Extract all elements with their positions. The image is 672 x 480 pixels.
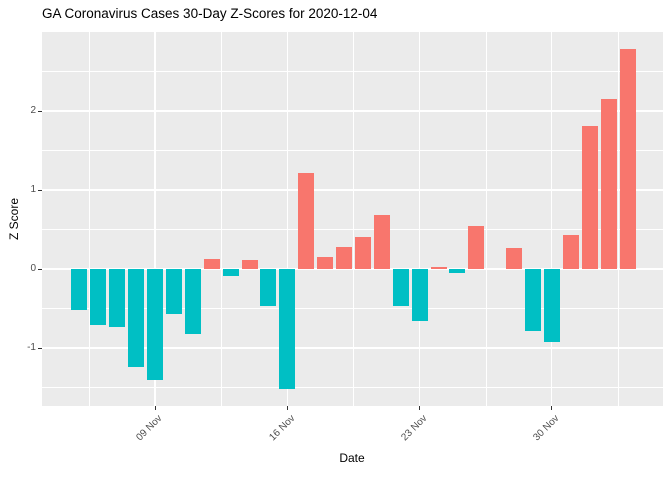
major-gridline-y [42, 110, 663, 112]
minor-gridline-x [353, 32, 354, 406]
bar-2020-12-01 [562, 235, 579, 269]
x-tick-label: 23 Nov [399, 413, 430, 444]
bar-2020-11-18 [317, 257, 334, 269]
major-gridline-x [154, 32, 156, 406]
bar-2020-11-21 [373, 215, 390, 269]
y-axis-title: Z Score [7, 197, 21, 241]
minor-gridline-x [485, 32, 487, 406]
y-tick-label: 1 [30, 184, 36, 195]
bar-2020-12-03 [600, 99, 617, 269]
minor-gridline-y [42, 71, 663, 72]
bar-2020-11-15 [260, 269, 277, 307]
bar-2020-11-16 [279, 269, 296, 390]
bar-2020-11-25 [449, 269, 466, 273]
bar-2020-11-08 [128, 269, 145, 367]
bar-2020-11-05 [71, 269, 88, 311]
bar-2020-11-10 [165, 269, 182, 315]
x-tick-label: 30 Nov [531, 413, 562, 444]
major-gridline-x [419, 32, 421, 406]
bar-2020-11-24 [430, 266, 447, 269]
bar-2020-11-29 [525, 269, 541, 332]
bar-2020-11-12 [203, 258, 220, 269]
bar-2020-11-14 [241, 259, 258, 269]
minor-gridline-x [617, 32, 619, 406]
bar-2020-11-17 [298, 173, 315, 269]
y-tick-label: 0 [30, 263, 36, 274]
x-tick-label: 16 Nov [266, 413, 298, 444]
y-tick-mark [38, 110, 42, 112]
major-gridline-x [286, 32, 288, 406]
bar-2020-12-04 [619, 49, 636, 269]
bar-2020-11-13 [222, 269, 239, 277]
x-tick-mark [419, 406, 421, 410]
chart-title: GA Coronavirus Cases 30-Day Z-Scores for… [42, 6, 378, 21]
x-tick-mark [551, 406, 553, 410]
bar-2020-11-22 [392, 269, 409, 307]
x-axis-title: Date [339, 451, 365, 465]
major-gridline-y [42, 347, 663, 349]
plot-panel [42, 32, 663, 406]
major-gridline-x [551, 32, 553, 406]
bar-2020-11-28 [506, 248, 523, 269]
minor-gridline-y [42, 150, 663, 151]
minor-gridline-y [42, 308, 663, 309]
y-tick-mark [38, 268, 42, 270]
minor-gridline-y [42, 387, 663, 388]
major-gridline-y [42, 268, 663, 270]
bar-2020-11-09 [147, 269, 163, 380]
minor-gridline-x [220, 32, 222, 406]
x-tick-mark [154, 406, 156, 410]
bar-2020-11-20 [354, 237, 371, 269]
bar-2020-11-07 [109, 269, 126, 327]
minor-gridline-x [88, 32, 90, 406]
y-tick-mark [38, 347, 42, 349]
major-gridline-y [42, 189, 663, 191]
y-tick-label: -1 [27, 342, 36, 353]
y-tick-mark [38, 189, 42, 191]
minor-gridline-y [42, 229, 663, 230]
bar-2020-11-11 [184, 269, 201, 334]
bar-2020-11-30 [543, 269, 560, 343]
bar-2020-11-19 [336, 246, 352, 269]
bar-2020-11-06 [90, 269, 107, 326]
bar-2020-12-02 [581, 126, 598, 269]
x-tick-mark [286, 406, 288, 410]
bar-2020-11-23 [411, 269, 428, 322]
bar-2020-11-26 [468, 225, 485, 269]
x-tick-label: 09 Nov [134, 413, 165, 444]
y-tick-label: 2 [30, 105, 36, 116]
